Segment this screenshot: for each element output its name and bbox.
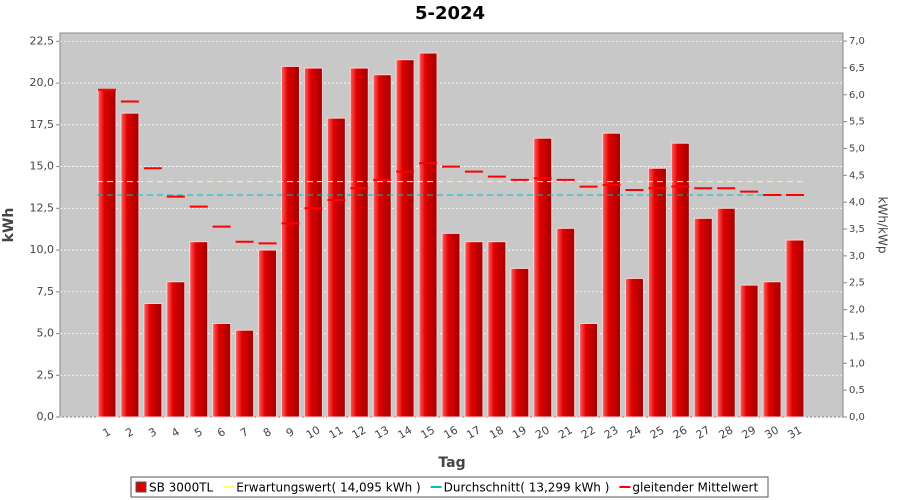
- y-tick-label: 10,0: [30, 243, 55, 256]
- x-tick-label: 11: [327, 423, 346, 441]
- y2-tick-label: 0,0: [849, 412, 865, 423]
- y2-tick-label: 3,0: [849, 251, 865, 262]
- bar: [533, 137, 553, 418]
- bar: [143, 302, 163, 418]
- bar: [739, 284, 759, 418]
- legend-label: SB 3000TL: [149, 481, 214, 495]
- bar: [556, 227, 576, 418]
- bar: [166, 281, 186, 418]
- x-tick-label: 4: [169, 425, 182, 440]
- x-tick-label: 29: [740, 423, 759, 441]
- bar: [280, 65, 300, 418]
- x-tick-label: 26: [671, 423, 690, 441]
- bar: [212, 323, 232, 418]
- bar: [693, 217, 713, 418]
- bar: [716, 207, 736, 418]
- x-tick-label: 22: [579, 423, 598, 441]
- y2-tick-label: 0,5: [849, 385, 865, 396]
- x-tick-label: 13: [373, 423, 392, 441]
- y2-tick-label: 5,5: [849, 117, 865, 128]
- y2-tick-label: 4,0: [849, 197, 865, 208]
- x-tick-label: 12: [350, 423, 369, 441]
- bar: [487, 241, 507, 418]
- x-tick-label: 8: [261, 425, 274, 440]
- bar: [647, 167, 667, 418]
- x-tick-label: 24: [625, 423, 644, 441]
- bar: [762, 281, 782, 418]
- x-tick-label: 20: [533, 423, 552, 441]
- y2-tick-label: 6,0: [849, 90, 865, 101]
- legend-box: [130, 476, 769, 498]
- y2-tick-label: 1,5: [849, 331, 865, 342]
- x-tick-label: 7: [238, 425, 251, 440]
- y-tick-label: 0,0: [37, 410, 55, 423]
- x-tick-label: 31: [785, 423, 804, 441]
- y-tick-label: 12,5: [30, 201, 55, 214]
- bar: [510, 267, 530, 418]
- y2-tick-label: 6,5: [849, 63, 865, 74]
- bar: [189, 241, 209, 418]
- bar: [303, 67, 323, 418]
- bar: [441, 232, 461, 418]
- x-axis-label: Tag: [438, 455, 465, 471]
- x-tick-label: 21: [556, 423, 575, 441]
- bar: [326, 117, 346, 418]
- x-tick-label: 16: [441, 423, 460, 441]
- y2-tick-label: 2,0: [849, 305, 865, 316]
- bar: [602, 132, 622, 418]
- bar: [235, 329, 255, 418]
- bar: [395, 59, 415, 418]
- x-tick-label: 23: [602, 423, 621, 441]
- y2-tick-label: 2,5: [849, 278, 865, 289]
- y-tick-label: 5,0: [37, 327, 55, 340]
- x-tick-label: 25: [648, 423, 667, 441]
- y-tick-label: 17,5: [30, 118, 55, 131]
- y2-tick-label: 5,0: [849, 143, 865, 154]
- y-tick-label: 20,0: [30, 76, 55, 89]
- x-tick-label: 2: [123, 425, 136, 440]
- bar: [785, 239, 805, 418]
- y-axis-label: kWh: [1, 208, 17, 243]
- legend-swatch: [135, 481, 147, 493]
- bar: [418, 52, 438, 418]
- y-tick-label: 15,0: [30, 160, 55, 173]
- y2-tick-label: 1,0: [849, 358, 865, 369]
- y-tick-label: 22,5: [30, 34, 55, 47]
- y2-tick-label: 3,5: [849, 224, 865, 235]
- x-tick-label: 27: [694, 423, 713, 441]
- x-tick-label: 30: [763, 423, 782, 441]
- y2-axis-label: kWh/kWp: [876, 197, 890, 254]
- x-tick-label: 10: [304, 423, 323, 441]
- x-tick-label: 3: [146, 425, 159, 440]
- bar: [258, 249, 278, 418]
- y2-tick-label: 7,0: [849, 36, 865, 47]
- bar: [120, 112, 140, 418]
- bar: [349, 67, 369, 418]
- chart-title: 5-2024: [415, 3, 485, 24]
- legend-label: Durchschnitt( 13,299 kWh ): [444, 481, 610, 495]
- x-tick-label: 5: [192, 425, 205, 440]
- bar: [97, 89, 117, 418]
- legend-label: Erwartungswert( 14,095 kWh ): [236, 481, 420, 495]
- x-tick-label: 1: [100, 425, 113, 440]
- x-tick-label: 18: [487, 423, 506, 441]
- y-tick-label: 7,5: [37, 285, 55, 298]
- x-tick-label: 6: [215, 425, 228, 440]
- legend-label: gleitender Mittelwert: [632, 481, 758, 495]
- bar: [670, 142, 690, 418]
- x-tick-label: 15: [419, 423, 438, 441]
- bar: [464, 241, 484, 418]
- bar: [372, 74, 392, 418]
- bar: [579, 323, 599, 418]
- y2-tick-label: 4,5: [849, 170, 865, 181]
- x-tick-label: 17: [464, 423, 483, 441]
- x-tick-label: 28: [717, 423, 736, 441]
- x-tick-label: 14: [396, 423, 415, 441]
- y-tick-label: 2,5: [37, 368, 55, 381]
- bar: [624, 277, 644, 418]
- x-tick-label: 9: [284, 425, 297, 440]
- x-tick-label: 19: [510, 423, 529, 441]
